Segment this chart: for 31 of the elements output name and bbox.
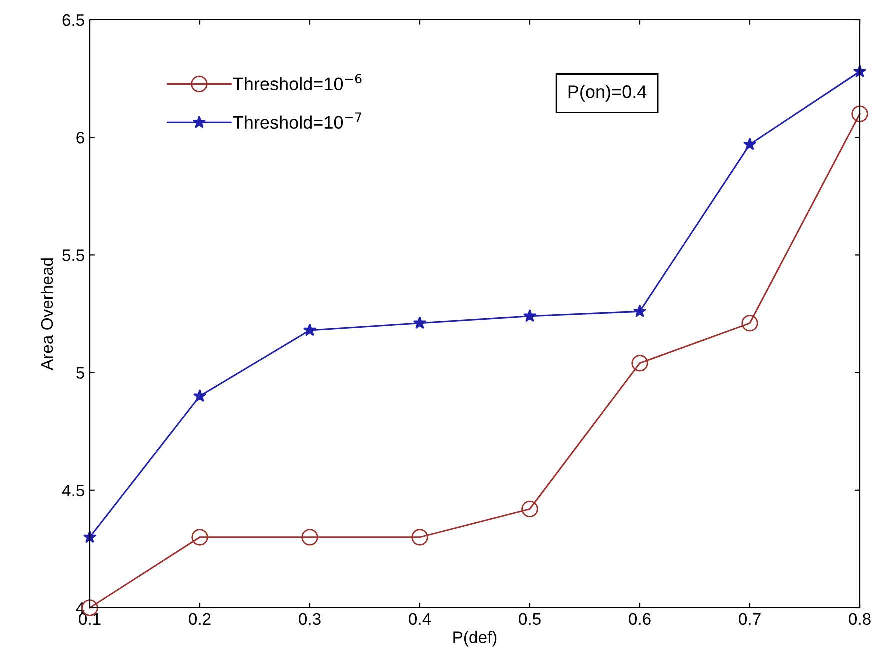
- point: [523, 309, 537, 322]
- x-tick-label: 0.7: [739, 613, 761, 626]
- point: [192, 529, 208, 546]
- point: [852, 106, 868, 122]
- y-tick-label: 6: [76, 132, 84, 144]
- y-tick-label: 5.5: [62, 250, 84, 262]
- legend-label: Threshold=10$^{−6}$: [233, 74, 362, 91]
- point: [412, 529, 428, 546]
- y-tick-label: 4.5: [62, 484, 84, 497]
- point: [742, 315, 758, 332]
- x-tick-label: 0.8: [849, 613, 871, 626]
- point: [633, 304, 647, 318]
- annotation: P(on)=0.4: [568, 85, 647, 102]
- point: [302, 529, 318, 546]
- y-tick-label: 5: [76, 367, 84, 380]
- point: [632, 355, 648, 372]
- point: [413, 316, 427, 330]
- y-tick-label: 6.5: [62, 14, 84, 26]
- legend-label: Threshold=10$^{−7}$: [233, 112, 362, 130]
- x-tick-label: 0.3: [299, 613, 321, 626]
- point: [303, 324, 317, 336]
- x-tick-label: 0.2: [189, 613, 211, 626]
- x-tick-label: 0.6: [629, 613, 651, 626]
- x-tick-label: 0.1: [79, 613, 101, 626]
- x-axis-title: P(def): [454, 631, 497, 647]
- point: [522, 500, 538, 518]
- y-axis-title: Area Overhead: [40, 258, 54, 370]
- x-tick-label: 0.4: [409, 613, 432, 626]
- x-tick-label: 0.5: [519, 613, 541, 626]
- point: [193, 389, 207, 402]
- point: [743, 138, 757, 150]
